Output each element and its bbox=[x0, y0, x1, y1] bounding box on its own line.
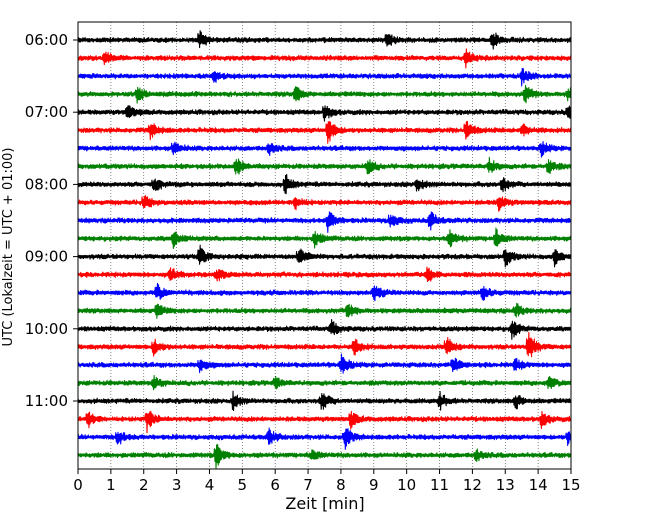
trace-0800 bbox=[77, 173, 572, 195]
x-tick-label: 10 bbox=[397, 476, 416, 494]
y-tick-label: 06:00 bbox=[25, 31, 68, 49]
trace-0615 bbox=[77, 48, 572, 69]
x-tick-label: 3 bbox=[172, 476, 182, 494]
trace-0745 bbox=[77, 156, 572, 175]
y-axis-ticks: 06:00 07:00 08:00 09:00 10:00 11:00 bbox=[25, 31, 78, 410]
y-tick-label: 08:00 bbox=[25, 175, 68, 193]
trace-1145 bbox=[77, 444, 572, 470]
trace-0700 bbox=[77, 105, 572, 122]
x-tick-label: 5 bbox=[238, 476, 248, 494]
x-tick-label: 4 bbox=[205, 476, 215, 494]
trace-0715 bbox=[77, 121, 572, 144]
trace-1045 bbox=[77, 374, 572, 391]
plot-frame bbox=[77, 21, 572, 470]
x-axis-ticks: 0 1 2 3 4 5 6 7 8 9 10 11 12 13 14 15 bbox=[73, 469, 581, 494]
trace-0945 bbox=[77, 302, 572, 319]
y-tick-label: 09:00 bbox=[25, 248, 68, 266]
x-tick-label: 15 bbox=[561, 476, 580, 494]
trace-0645 bbox=[77, 84, 572, 104]
x-tick-label: 0 bbox=[73, 476, 83, 494]
x-tick-label: 8 bbox=[336, 476, 346, 494]
trace-0815 bbox=[77, 194, 572, 212]
x-tick-label: 7 bbox=[303, 476, 313, 494]
x-tick-label: 14 bbox=[529, 476, 548, 494]
x-tick-label: 13 bbox=[496, 476, 515, 494]
x-tick-label: 11 bbox=[430, 476, 449, 494]
trace-0915 bbox=[77, 266, 572, 283]
trace-1100 bbox=[77, 390, 572, 412]
trace-1015 bbox=[77, 331, 572, 358]
trace-0900 bbox=[77, 244, 572, 268]
y-tick-label: 07:00 bbox=[25, 103, 68, 121]
trace-0930 bbox=[77, 282, 572, 302]
trace-0730 bbox=[77, 141, 572, 158]
y-tick-label: 11:00 bbox=[25, 392, 68, 410]
trace-1000 bbox=[77, 318, 572, 340]
trace-0600 bbox=[77, 30, 572, 50]
grid-lines bbox=[110, 22, 539, 469]
trace-0630 bbox=[77, 67, 572, 87]
trace-1030 bbox=[77, 353, 572, 374]
x-tick-label: 12 bbox=[463, 476, 482, 494]
y-axis-label: UTC (Lokalzeit = UTC + 01:00) bbox=[1, 148, 16, 347]
y-tick-label: 10:00 bbox=[25, 320, 68, 338]
trace-1130 bbox=[77, 427, 572, 450]
x-tick-label: 6 bbox=[270, 476, 280, 494]
trace-1115 bbox=[77, 410, 572, 434]
x-tick-label: 2 bbox=[139, 476, 149, 494]
trace-0845 bbox=[77, 227, 572, 250]
x-tick-label: 9 bbox=[369, 476, 379, 494]
trace-0830 bbox=[77, 211, 572, 234]
seismic-traces bbox=[77, 30, 572, 470]
x-axis-label: Zeit [min] bbox=[285, 494, 364, 513]
x-tick-label: 1 bbox=[106, 476, 116, 494]
